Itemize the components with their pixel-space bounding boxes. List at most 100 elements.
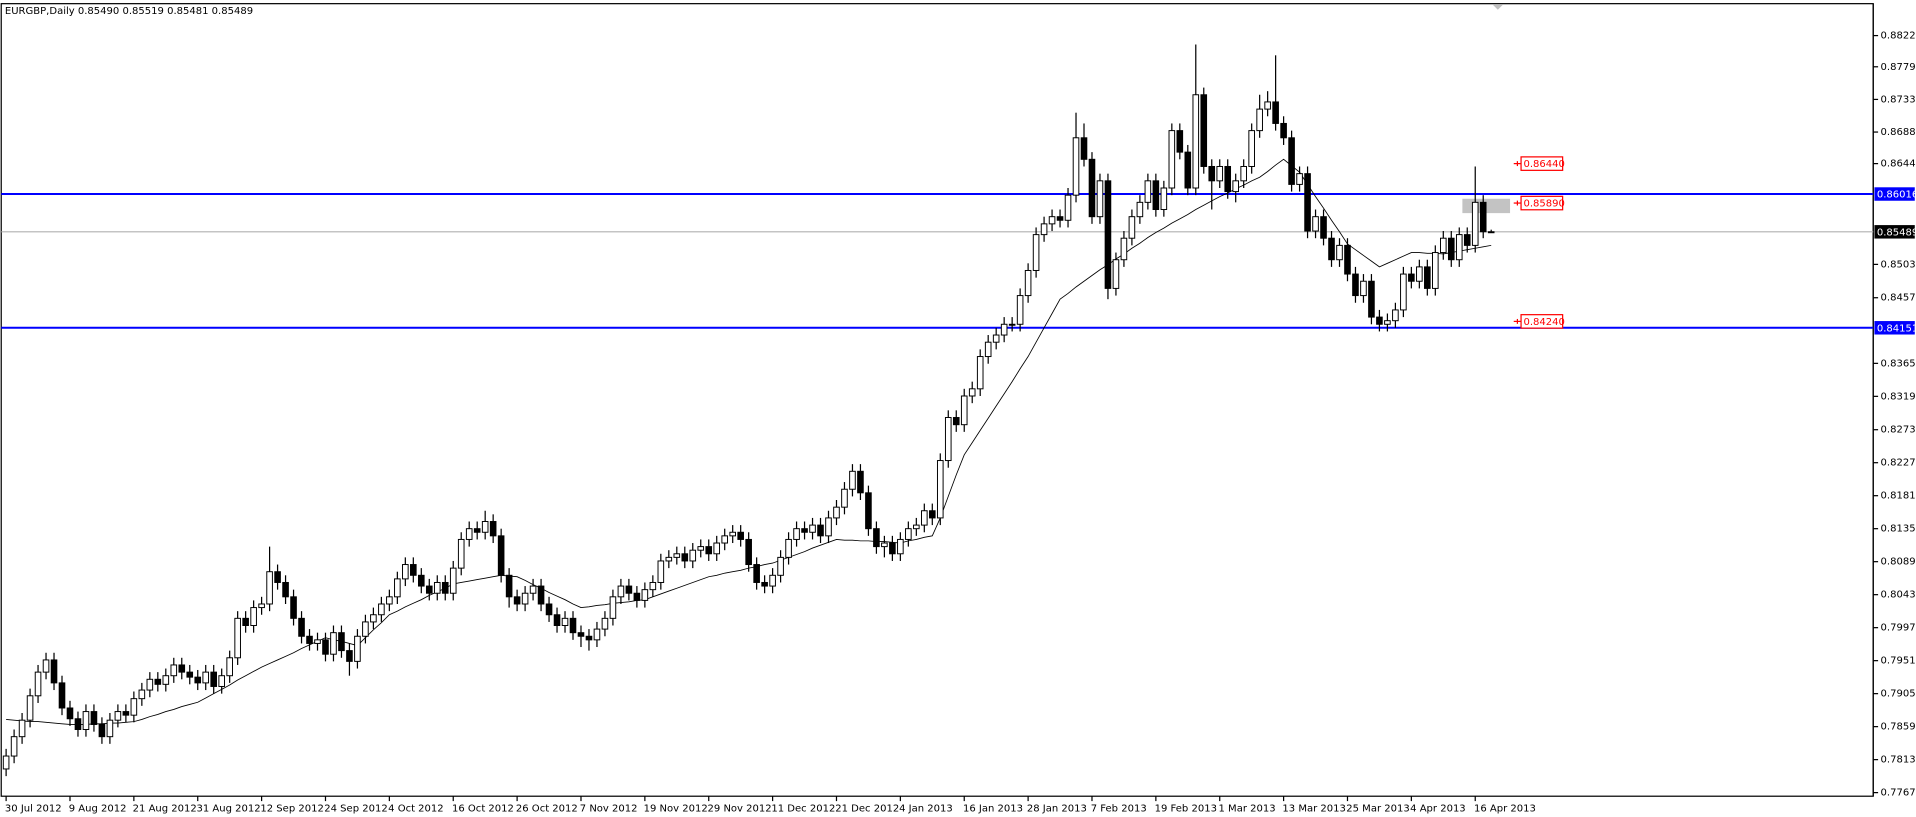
y-tick-label: 0.83195 <box>1881 391 1916 402</box>
candle-body <box>769 574 776 587</box>
y-tick-label: 0.83655 <box>1881 358 1916 369</box>
candle-body <box>601 617 609 630</box>
candle-body <box>968 388 976 397</box>
candle-body <box>1216 165 1224 182</box>
candle-body <box>984 341 992 358</box>
candle-body <box>50 659 58 684</box>
candle-body <box>1016 295 1024 325</box>
candle-body <box>1168 130 1176 189</box>
candle-body <box>1352 273 1359 297</box>
candle-body <box>146 678 154 691</box>
candle-body <box>290 596 297 619</box>
candle-body <box>593 628 601 641</box>
shift-marker <box>1492 4 1503 10</box>
candle-body <box>1416 266 1423 282</box>
candle-body <box>952 417 960 426</box>
candle-body <box>849 470 856 490</box>
candle-body <box>330 632 337 655</box>
candle-body <box>825 517 832 537</box>
candle-body <box>449 567 457 594</box>
candle-body <box>1000 323 1008 336</box>
candle-body <box>729 531 736 537</box>
candle-body <box>58 682 66 709</box>
candle-body <box>577 632 585 637</box>
x-tick-label: 13 Mar 2013 <box>1282 803 1345 814</box>
candle-body <box>865 492 872 530</box>
x-tick-label: 24 Sep 2012 <box>324 803 387 814</box>
candle-body <box>1487 231 1495 234</box>
candle-body <box>657 560 665 583</box>
candle-body <box>82 711 90 730</box>
candle-body <box>465 528 473 540</box>
candle-body <box>138 689 146 700</box>
candle-body <box>793 528 800 540</box>
candle-body <box>569 617 577 634</box>
hline-tag-bg <box>1874 321 1915 335</box>
candle-body <box>889 542 896 555</box>
candle-body <box>1384 320 1391 325</box>
candle-body <box>1096 180 1104 218</box>
candle-body <box>481 521 489 533</box>
candle-body <box>433 581 441 594</box>
candle-body <box>114 711 122 721</box>
candle-body <box>1256 108 1263 132</box>
candle-body <box>992 334 1000 343</box>
candle-body <box>386 596 393 605</box>
price-label-box <box>1520 314 1564 329</box>
x-tick-label: 1 Mar 2013 <box>1219 803 1276 814</box>
candle-body <box>210 671 218 687</box>
candle-body <box>473 528 481 533</box>
candle-body <box>42 659 50 673</box>
candle-body <box>346 650 353 662</box>
candle-body <box>1032 234 1040 271</box>
candle-body <box>673 553 681 558</box>
candle-body <box>274 571 281 583</box>
x-tick-label: 26 Oct 2012 <box>516 803 578 814</box>
y-tick-label: 0.86440 <box>1881 159 1916 170</box>
candle-body <box>609 596 617 619</box>
candle-body <box>553 614 561 626</box>
candle-body <box>306 635 313 644</box>
candle-body <box>713 542 721 555</box>
candle-body <box>1152 180 1160 211</box>
candle-body <box>1088 158 1096 218</box>
candle-body <box>242 617 249 626</box>
candle-body <box>457 538 465 569</box>
candle-body <box>960 395 968 426</box>
candle-body <box>513 596 521 605</box>
candle-body <box>1336 244 1343 261</box>
candle-body <box>218 675 225 687</box>
candle-body <box>737 531 744 540</box>
candle-body <box>1072 137 1080 196</box>
candle-body <box>370 614 377 623</box>
price-label-box <box>1520 156 1564 171</box>
candle-body <box>1360 280 1367 297</box>
candle-body <box>697 546 705 551</box>
y-tick-label: 0.85035 <box>1881 259 1916 270</box>
candle-body <box>921 510 928 526</box>
candle-body <box>1344 244 1351 275</box>
candle-body <box>34 671 42 697</box>
x-tick-label: 25 Mar 2013 <box>1346 803 1409 814</box>
candle-body <box>1040 223 1048 236</box>
candle-body <box>785 538 792 558</box>
candle-body <box>298 617 305 637</box>
x-tick-label: 4 Jan 2013 <box>899 803 953 814</box>
candle-body <box>529 585 537 594</box>
candle-body <box>1439 237 1447 254</box>
price-tag-bg <box>1874 225 1915 239</box>
x-tick-label: 12 Sep 2012 <box>260 803 323 814</box>
candle-body <box>410 564 417 576</box>
y-tick-label: 0.77670 <box>1881 788 1916 799</box>
price-label-box <box>1520 195 1564 211</box>
x-tick-label: 11 Dec 2012 <box>771 803 835 814</box>
candle-body <box>1455 234 1463 261</box>
